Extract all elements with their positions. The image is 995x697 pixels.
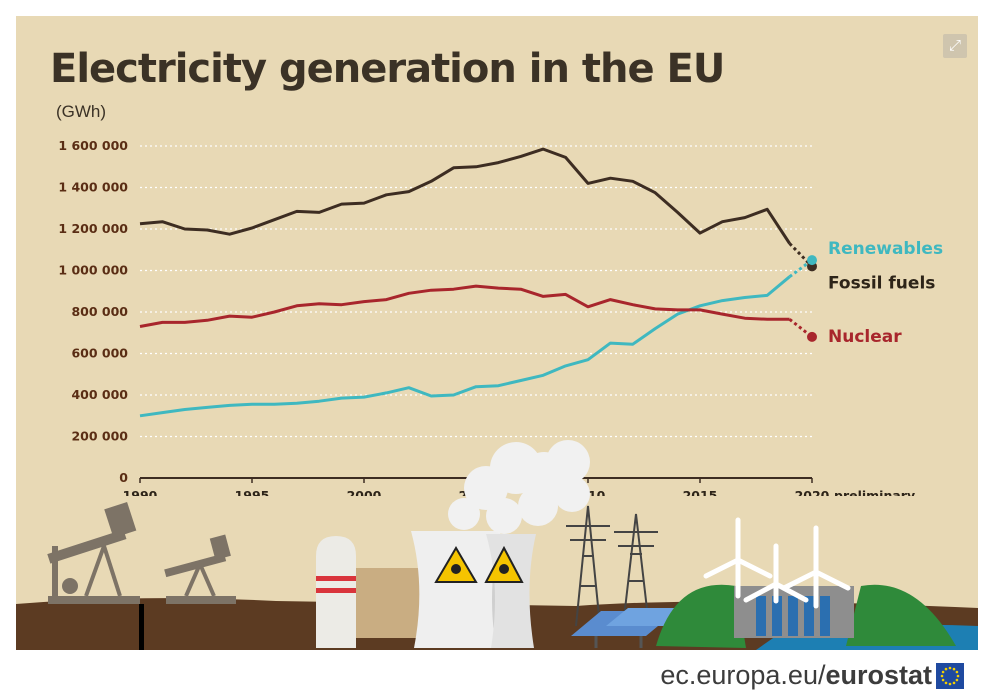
steam-cloud	[448, 440, 590, 534]
x-tick-label: 2015	[683, 488, 718, 496]
x-axis-note: preliminary	[834, 488, 915, 496]
flag-star	[955, 670, 959, 673]
flag-star	[941, 670, 945, 673]
y-axis-ticks: 0 200 000 400 000 600 000 800 000 1 000 000 1 …	[58, 138, 128, 485]
y-tick-label: 200 000	[71, 429, 128, 444]
hill	[656, 584, 746, 648]
x-tick-label: 1990	[123, 488, 158, 496]
footer-brand[interactable]: ec.europa.eu/eurostat	[660, 660, 964, 691]
nuclear-plant-icon	[316, 440, 590, 648]
flag-star	[944, 681, 948, 684]
series-line-fossil-fuels	[139, 147, 791, 245]
hill	[846, 584, 956, 646]
expand-icon[interactable]: ⤢	[943, 34, 967, 58]
oil-pump-icon	[47, 501, 144, 650]
y-tick-label: 1 000 000	[58, 263, 128, 278]
y-tick-label: 1 600 000	[58, 138, 128, 153]
flag-star	[952, 681, 956, 684]
series-line-renewables	[139, 275, 791, 418]
oil-pump-icon	[164, 534, 236, 604]
series-label: Nuclear	[828, 327, 902, 347]
chart-title: Electricity generation in the EU	[50, 46, 725, 92]
footer-domain: ec.europa.eu/	[660, 660, 826, 690]
eu-flag-icon	[936, 662, 964, 689]
eurostat-logo: eurostat	[825, 660, 932, 690]
flag-star	[952, 667, 956, 670]
flag-star	[941, 678, 945, 681]
y-tick-label: 1 400 000	[58, 180, 128, 195]
x-tick-label: 2000	[347, 488, 382, 496]
wind-turbine-icon	[703, 517, 851, 609]
line-chart: 0 200 000 400 000 600 000 800 000 1 000 000 1 …	[58, 138, 943, 496]
series-preliminary-nuclear	[788, 318, 813, 339]
flag-star	[955, 678, 959, 681]
y-tick-label: 0	[119, 470, 128, 485]
infographic-panel: Electricity generation in the EU (GWh) ⤢…	[16, 16, 978, 650]
series-endpoint-renewables	[807, 255, 817, 266]
series-lines	[139, 147, 817, 418]
flag-star	[948, 682, 952, 685]
y-tick-label: 1 200 000	[58, 221, 128, 236]
flag-star	[956, 674, 960, 677]
series-preliminary-renewables	[788, 258, 813, 278]
x-tick-label: 2020	[795, 488, 830, 496]
y-tick-label: 800 000	[71, 304, 128, 319]
flag-star	[944, 667, 948, 670]
flag-star	[948, 666, 952, 669]
flag-star	[940, 674, 944, 677]
series-line-nuclear	[139, 284, 790, 328]
series-label: Fossil fuels	[828, 273, 935, 293]
y-tick-label: 600 000	[71, 346, 128, 361]
x-tick-label: 1995	[235, 488, 270, 496]
energy-landscape-illustration	[16, 440, 978, 650]
series-labels: Fossil fuels Renewables Nuclear	[828, 239, 943, 347]
series-label: Renewables	[828, 239, 943, 259]
y-axis-unit: (GWh)	[56, 102, 107, 121]
power-pylon-icon	[566, 505, 658, 627]
series-endpoint-nuclear	[807, 331, 817, 342]
y-tick-label: 400 000	[71, 387, 128, 402]
